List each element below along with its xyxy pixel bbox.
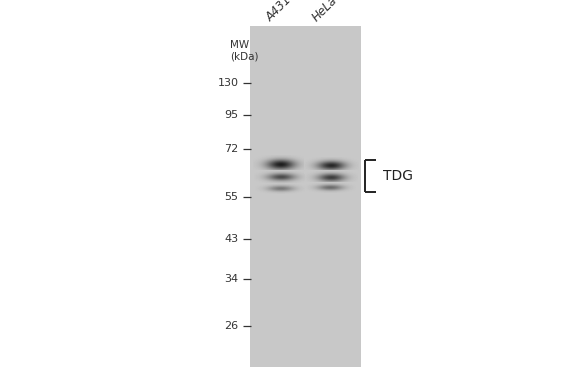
Text: 43: 43 <box>225 234 239 244</box>
Text: 34: 34 <box>225 274 239 284</box>
Text: 72: 72 <box>225 144 239 154</box>
Text: 95: 95 <box>225 110 239 120</box>
Text: 130: 130 <box>218 78 239 88</box>
Text: 26: 26 <box>225 321 239 331</box>
Text: TDG: TDG <box>383 169 413 183</box>
Text: MW
(kDa): MW (kDa) <box>230 40 258 61</box>
Text: A431: A431 <box>263 0 294 25</box>
Text: 55: 55 <box>225 192 239 201</box>
Bar <box>250 26 361 367</box>
Text: HeLa: HeLa <box>310 0 340 25</box>
